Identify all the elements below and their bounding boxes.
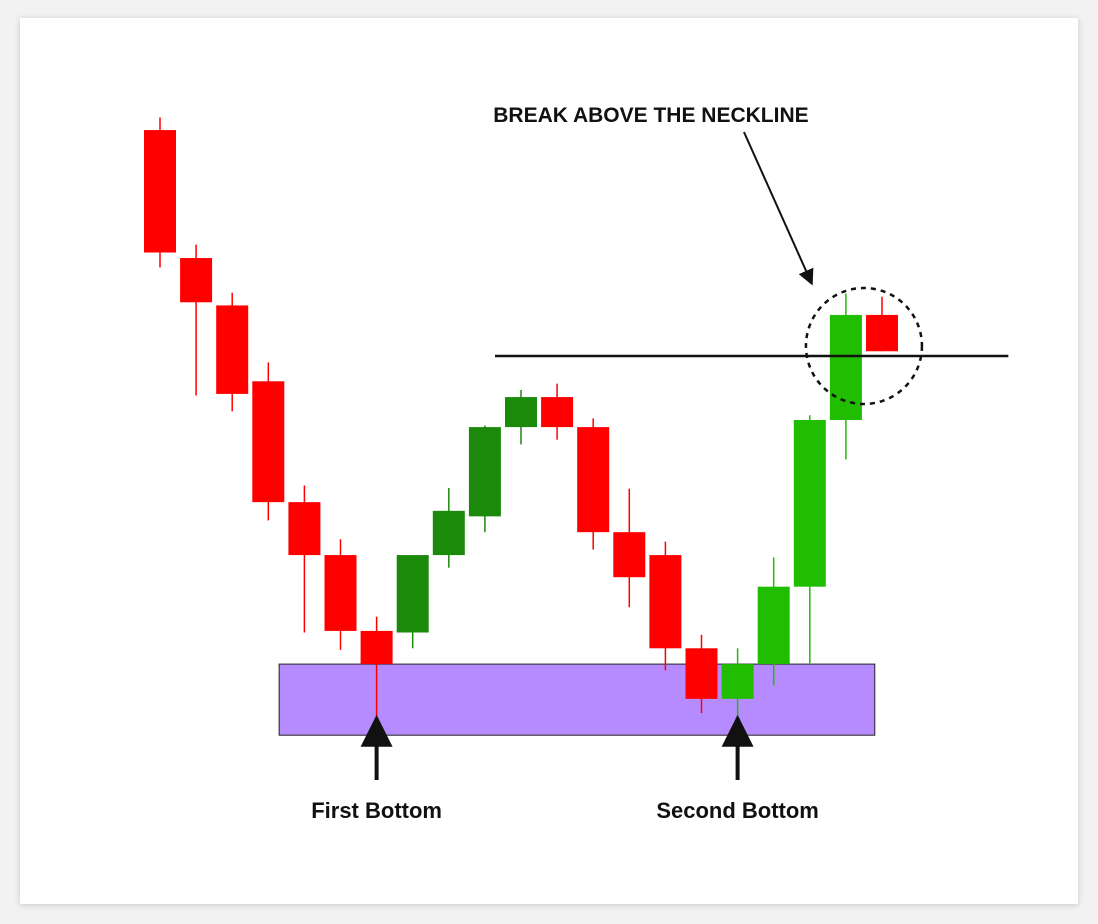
candle-body [144, 130, 176, 253]
candle [432, 487, 465, 568]
candle [829, 293, 862, 460]
candle [685, 634, 718, 714]
candle-body [866, 314, 898, 352]
candle [396, 555, 429, 649]
candle-body [288, 502, 321, 556]
annotation-break-above-neckline: BREAK ABOVE THE NECKLINE [493, 104, 808, 127]
candle [288, 485, 321, 633]
candle-body [685, 648, 718, 699]
candle-body [757, 586, 790, 665]
candle [252, 362, 285, 521]
candle [577, 418, 610, 550]
candle-body [505, 397, 537, 428]
candle-body [721, 664, 754, 699]
breakout-arrow [743, 131, 814, 286]
candle [468, 425, 501, 533]
annotation-second-bottom: Second Bottom [656, 798, 819, 823]
annotation-first-bottom: First Bottom [311, 798, 442, 823]
candle-body [180, 258, 213, 303]
candle-body [396, 555, 429, 633]
double-bottom-chart: BREAK ABOVE THE NECKLINE First Bottom Se… [144, 104, 1009, 823]
candle-body [432, 510, 465, 556]
candle-body [793, 419, 826, 587]
candle [144, 117, 176, 268]
candle-body [252, 381, 285, 503]
candle-body [216, 305, 249, 394]
candle-body [649, 555, 682, 649]
candle [216, 292, 249, 412]
candle-body [613, 532, 646, 578]
candle [180, 244, 213, 396]
candle [793, 415, 826, 664]
candle [649, 541, 682, 671]
candle [505, 389, 537, 445]
candle [324, 539, 357, 650]
candle [757, 557, 790, 686]
breakout-circle [804, 286, 924, 406]
candle [866, 296, 898, 352]
candle [541, 383, 574, 440]
candle-body [360, 630, 393, 665]
candle [360, 616, 393, 733]
candle-body [829, 314, 862, 420]
candle-body [468, 427, 501, 517]
support-zone [278, 663, 876, 736]
candle [613, 488, 646, 608]
candle-body [577, 427, 610, 533]
chart-card: BREAK ABOVE THE NECKLINE First Bottom Se… [20, 18, 1078, 904]
candle-body [324, 555, 357, 631]
candle-body [541, 397, 574, 428]
